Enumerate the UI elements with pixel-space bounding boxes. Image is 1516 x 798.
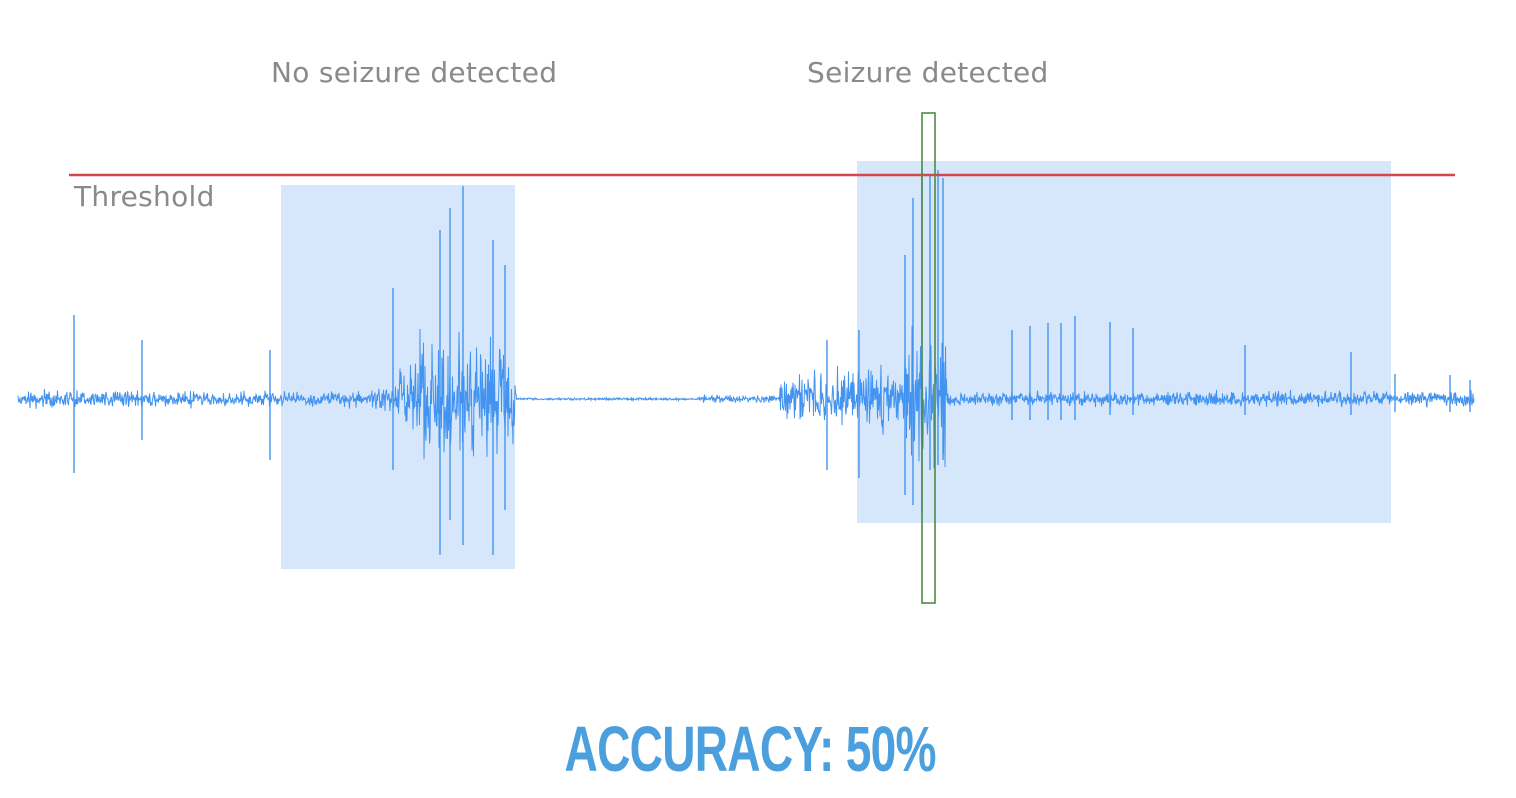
eeg-signal (17, 170, 1475, 555)
seizure-label: Seizure detected (807, 56, 1049, 89)
detection-marker (921, 112, 936, 604)
no-seizure-label: No seizure detected (271, 56, 558, 89)
threshold-label: Threshold (74, 180, 215, 213)
window-seizure (857, 161, 1391, 523)
eeg-trace (17, 325, 1475, 469)
accuracy-text: ACCURACY: 50% (564, 713, 937, 785)
